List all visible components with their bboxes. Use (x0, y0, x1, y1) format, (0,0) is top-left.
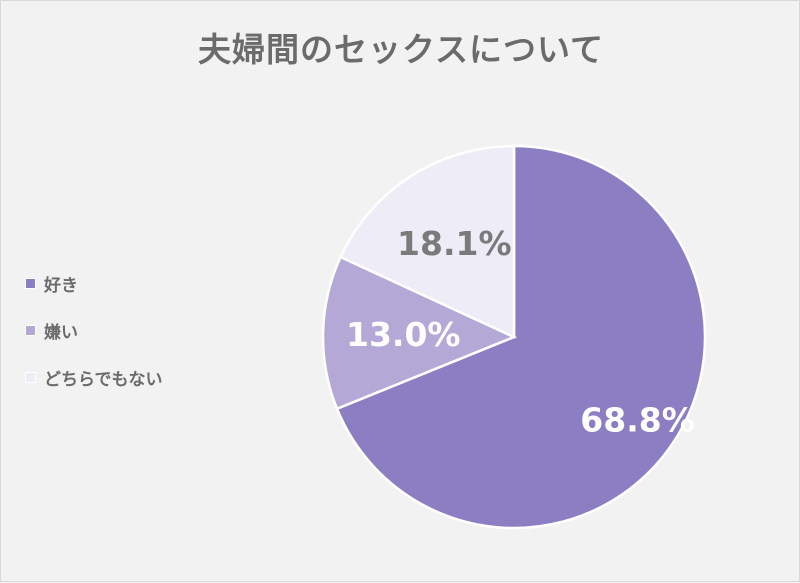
data-label-dislike: 13.0% (346, 315, 461, 354)
legend-label-neither: どちらでもない (44, 369, 163, 390)
pie-slice-dislike (321, 255, 518, 411)
legend: 好き 嫌い どちらでもない (25, 271, 163, 412)
legend-swatch-dislike (25, 324, 36, 336)
data-label-neither: 18.1% (397, 224, 512, 263)
legend-label-dislike: 嫌い (44, 322, 78, 343)
chart-title: 夫婦間のセックスについて (197, 30, 605, 69)
pie-data-labels: 68.8% 13.0% 18.1% (346, 224, 695, 440)
legend-swatch-like (25, 277, 36, 289)
legend-item-neither: どちらでもない (25, 365, 163, 390)
pie-slices (321, 144, 707, 530)
legend-item-like: 好き (25, 271, 163, 296)
pie-slice-like (335, 144, 707, 530)
data-label-like: 68.8% (580, 401, 695, 440)
pie-slice-neither (338, 144, 516, 339)
legend-item-dislike: 嫌い (25, 318, 163, 343)
legend-swatch-neither (25, 371, 36, 383)
legend-label-like: 好き (44, 275, 78, 296)
